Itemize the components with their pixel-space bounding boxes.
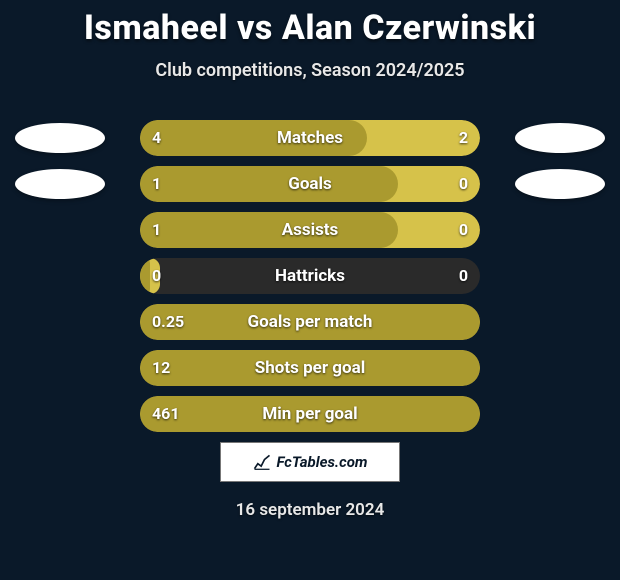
- stat-track: [140, 166, 480, 202]
- bar-left: [140, 396, 480, 432]
- stat-value-right: 2: [459, 120, 468, 156]
- stat-track: [140, 120, 480, 156]
- stat-value-left: 1: [152, 212, 161, 248]
- stat-rows: Matches42Goals10Assists10Hattricks00Goal…: [0, 120, 620, 442]
- player2-name: Alan Czerwinski: [282, 8, 536, 48]
- subtitle: Club competitions, Season 2024/2025: [0, 60, 620, 81]
- bar-left: [140, 120, 367, 156]
- stat-row: Goals10: [0, 166, 620, 202]
- stat-value-left: 4: [152, 120, 161, 156]
- comparison-title: Ismaheel vs Alan Czerwinski: [0, 0, 620, 48]
- team-logo-right: [515, 123, 605, 153]
- stat-value-left: 461: [152, 396, 180, 432]
- stat-value-left: 0: [152, 258, 161, 294]
- stat-value-left: 0.25: [152, 304, 184, 340]
- bar-left: [140, 350, 480, 386]
- team-logo-left: [15, 169, 105, 199]
- stat-row: Matches42: [0, 120, 620, 156]
- stat-row: Goals per match0.25: [0, 304, 620, 340]
- stat-row: Shots per goal12: [0, 350, 620, 386]
- team-logo-left: [15, 123, 105, 153]
- stat-value-right: 0: [459, 212, 468, 248]
- stat-track: [140, 258, 480, 294]
- bar-left: [140, 166, 398, 202]
- attribution-text: FcTables.com: [276, 453, 367, 471]
- stat-track: [140, 396, 480, 432]
- vs-text: vs: [237, 8, 273, 48]
- chart-icon: [252, 452, 272, 472]
- stat-row: Hattricks00: [0, 258, 620, 294]
- bar-left: [140, 212, 398, 248]
- bar-left: [140, 258, 150, 294]
- date-text: 16 september 2024: [0, 500, 620, 520]
- stat-value-right: 0: [459, 258, 468, 294]
- bar-left: [140, 304, 480, 340]
- team-logo-right: [515, 169, 605, 199]
- stat-row: Min per goal461: [0, 396, 620, 432]
- stat-value-right: 0: [459, 166, 468, 202]
- attribution-badge[interactable]: FcTables.com: [220, 442, 400, 482]
- stat-track: [140, 350, 480, 386]
- stat-track: [140, 304, 480, 340]
- stat-value-left: 12: [152, 350, 170, 386]
- stat-track: [140, 212, 480, 248]
- stat-row: Assists10: [0, 212, 620, 248]
- stat-value-left: 1: [152, 166, 161, 202]
- player1-name: Ismaheel: [84, 8, 228, 48]
